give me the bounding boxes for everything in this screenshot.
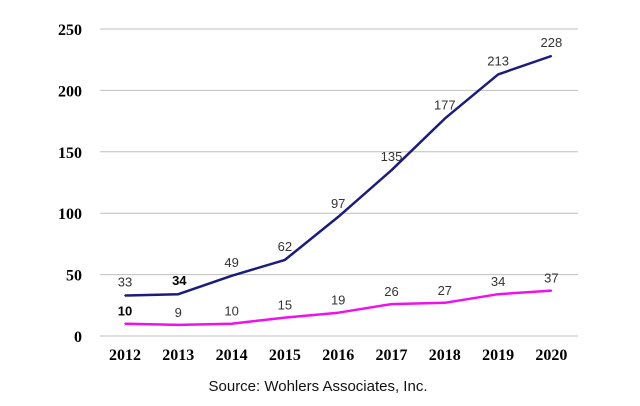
data-point: [390, 303, 393, 305]
data-point: [497, 293, 499, 296]
data-point: [230, 275, 233, 277]
x-tick-label: 2018: [429, 347, 461, 364]
data-point: [550, 289, 553, 292]
x-tick-label: 2019: [482, 347, 514, 364]
x-tick-label: 2014: [216, 347, 248, 364]
data-point: [177, 324, 180, 326]
data-label: 213: [487, 53, 509, 68]
data-point: [284, 259, 286, 261]
data-label: 10: [118, 304, 132, 319]
data-point: [337, 216, 340, 218]
x-tick-label: 2017: [376, 347, 408, 364]
data-point: [444, 302, 446, 304]
data-label: 62: [278, 239, 292, 254]
series-lines: [124, 54, 553, 327]
data-label: 34: [172, 273, 187, 288]
gridlines: [100, 28, 578, 337]
x-axis-ticks: 2012 2013 2014 2015 2016 2017 2018 2019 2020: [109, 347, 567, 364]
data-label: 27: [438, 283, 452, 298]
x-tick-label: 2013: [162, 347, 194, 364]
data-point: [550, 55, 553, 57]
y-tick-label: 200: [58, 83, 82, 100]
x-tick-label: 2012: [109, 347, 141, 364]
x-tick-label: 2016: [322, 347, 354, 364]
y-tick-label: 100: [58, 206, 82, 223]
x-tick-label: 2020: [535, 347, 567, 364]
y-tick-label: 0: [74, 329, 82, 346]
data-point: [390, 169, 393, 172]
data-point: [337, 311, 340, 314]
data-point: [284, 316, 286, 319]
data-label: 37: [544, 271, 558, 286]
x-tick-label: 2015: [269, 347, 301, 364]
y-tick-label: 150: [58, 145, 82, 162]
data-point: [177, 293, 180, 296]
data-label: 26: [384, 284, 398, 299]
series-line-0: [124, 54, 552, 297]
data-point: [444, 117, 446, 120]
y-axis-ticks: 0 50 100 150 200 250: [58, 22, 82, 346]
data-label: 228: [541, 35, 563, 50]
y-tick-label: 250: [58, 22, 82, 39]
data-label: 34: [491, 274, 505, 289]
data-label: 49: [224, 255, 238, 270]
data-label: 19: [331, 293, 345, 308]
source-note: Source: Wohlers Associates, Inc.: [209, 378, 428, 395]
y-tick-label: 50: [66, 268, 82, 285]
data-point: [124, 294, 126, 297]
data-labels: 33 34 49 62 97 135 177 213 228 10 9 10 15 19 26 27 34 37: [118, 35, 562, 320]
data-label: 15: [278, 298, 292, 313]
data-point: [497, 73, 499, 76]
data-point: [230, 322, 233, 325]
data-label: 97: [331, 196, 345, 211]
data-label: 33: [118, 274, 132, 289]
data-label: 135: [381, 149, 403, 164]
data-label: 9: [175, 305, 182, 320]
data-label: 10: [224, 304, 238, 319]
data-label: 177: [434, 98, 456, 113]
data-point: [124, 322, 126, 325]
